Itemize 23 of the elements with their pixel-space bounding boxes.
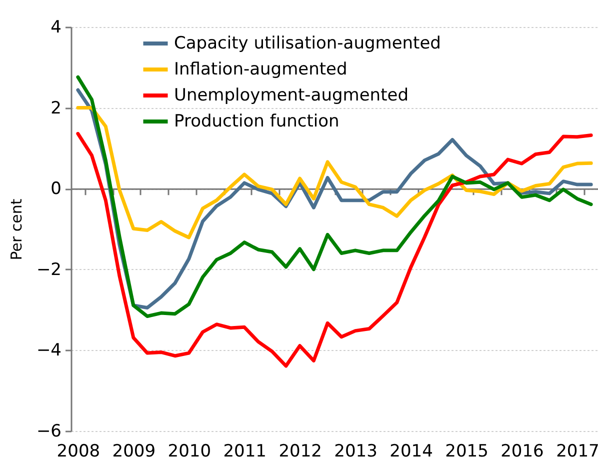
legend-label: Inflation-augmented [174, 60, 348, 80]
legend-label: Capacity utilisation-augmented [174, 34, 441, 54]
y-tick-label: 0 [50, 179, 62, 200]
line-series [76, 106, 593, 240]
x-tick-label: 2012 [278, 442, 322, 462]
x-tick-label: 2011 [223, 442, 266, 462]
y-tick-label: −2 [36, 260, 62, 280]
legend-label: Production function [174, 112, 340, 132]
x-tick-label: 2016 [500, 442, 544, 462]
y-tick-label: −4 [36, 340, 62, 361]
x-tick-label: 2009 [112, 442, 156, 462]
x-tick-label: 2008 [56, 442, 100, 462]
x-tick-label: 2010 [168, 442, 212, 462]
x-tick-label: 2013 [334, 442, 378, 462]
y-tick-label: −6 [36, 422, 62, 442]
line-series [76, 132, 593, 368]
x-tick-label: 2017 [556, 442, 598, 462]
x-tick-label: 2015 [445, 442, 488, 462]
y-tick-label: 4 [50, 18, 62, 38]
y-tick-label: 2 [50, 98, 62, 118]
y-axis-title: Per cent [7, 198, 26, 260]
legend-label: Unemployment-augmented [174, 86, 408, 106]
x-tick-label: 2014 [390, 442, 433, 462]
